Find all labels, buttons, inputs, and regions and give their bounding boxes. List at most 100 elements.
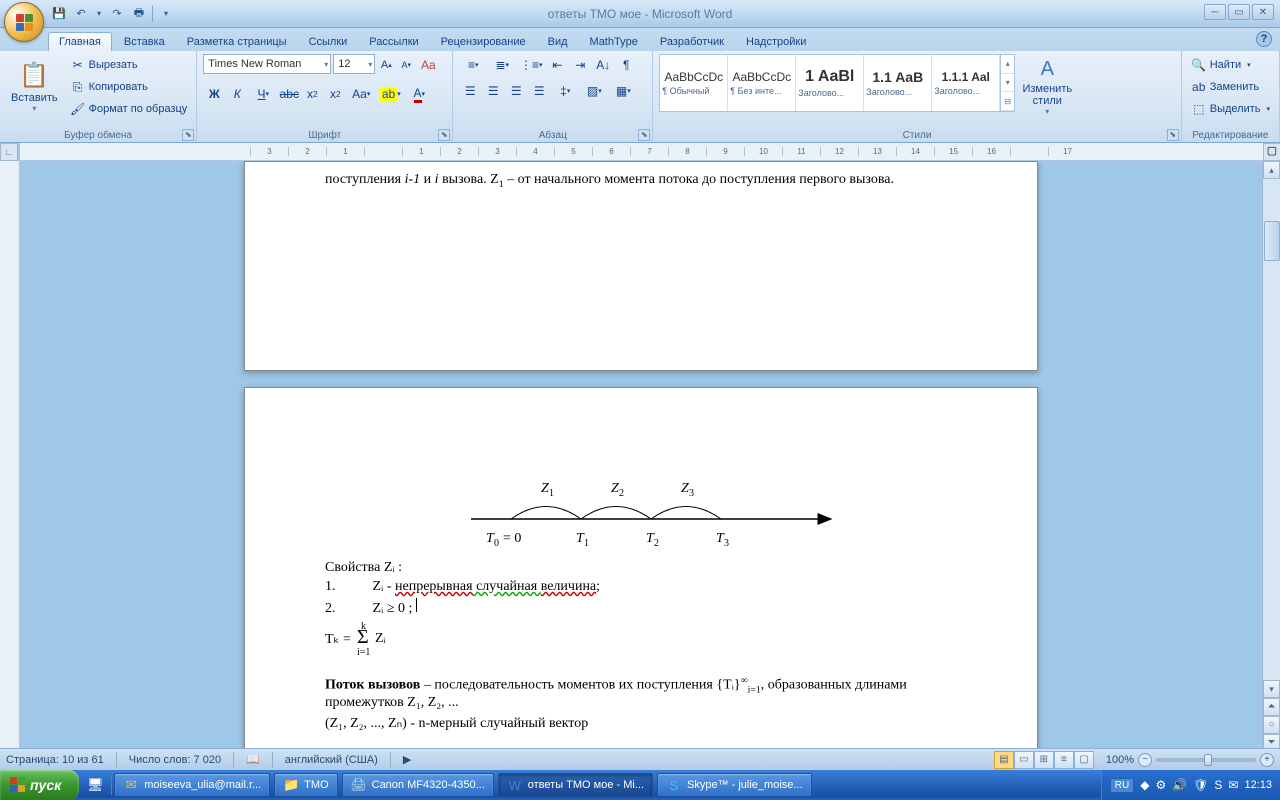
font-launcher[interactable]: ⬊ — [438, 129, 450, 141]
tab-references[interactable]: Ссылки — [299, 33, 358, 51]
strike-button[interactable]: abc — [278, 83, 300, 105]
align-right-button[interactable]: ☰ — [505, 80, 527, 102]
status-page[interactable]: Страница: 10 из 61 — [6, 754, 104, 766]
tray-icon-4[interactable]: 🛡 — [1193, 778, 1208, 792]
style-heading3[interactable]: 1.1.1 Aal Заголово... — [932, 55, 1000, 111]
zoom-slider-thumb[interactable] — [1204, 754, 1212, 766]
status-wordcount[interactable]: Число слов: 7 020 — [129, 754, 221, 766]
show-marks-button[interactable]: ¶ — [615, 54, 637, 76]
qat-customize-icon[interactable]: ▾ — [157, 5, 175, 23]
view-print-button[interactable]: ▤ — [994, 751, 1014, 769]
style-normal[interactable]: AaBbCcDc ¶ Обычный — [660, 55, 728, 111]
tray-icon-6[interactable]: ✉ — [1228, 778, 1238, 792]
tab-mathtype[interactable]: MathType — [580, 33, 648, 51]
vertical-scrollbar[interactable]: ▢ ▴ ▾ ⏶ ○ ⏷ — [1262, 161, 1280, 752]
clear-format-button[interactable]: Aa — [417, 54, 439, 76]
tab-selector-button[interactable]: ∟ — [0, 143, 18, 161]
underline-button[interactable]: Ч ▾ — [249, 83, 277, 105]
styles-more-button[interactable]: ⊟ — [1001, 92, 1014, 111]
print-icon[interactable]: 🖶 — [130, 5, 148, 23]
view-web-button[interactable]: ⊞ — [1034, 751, 1054, 769]
fontcolor-button[interactable]: A▾ — [405, 83, 433, 105]
align-justify-button[interactable]: ☰ — [528, 80, 550, 102]
undo-dropdown-icon[interactable]: ▾ — [94, 5, 104, 23]
ruler-toggle-button[interactable]: ▢ — [1263, 143, 1280, 161]
taskbar-item-0[interactable]: ✉moiseeva_ulia@mail.r... — [114, 773, 270, 797]
document-page-1[interactable]: поступления i-1 и i вызова. Z1 – от нача… — [244, 161, 1038, 371]
view-outline-button[interactable]: ≡ — [1054, 751, 1074, 769]
format-painter-button[interactable]: 🖌Формат по образцу — [67, 98, 191, 120]
close-button[interactable]: ✕ — [1252, 4, 1274, 20]
align-left-button[interactable]: ☰ — [459, 80, 481, 102]
status-proofing-icon[interactable]: 📖 — [246, 753, 260, 766]
grow-font-button[interactable]: A▴ — [377, 54, 395, 76]
bullets-button[interactable]: ≡▾ — [459, 54, 487, 76]
save-icon[interactable]: 💾 — [50, 5, 68, 23]
shading-button[interactable]: ▨▾ — [580, 80, 608, 102]
paste-button[interactable]: 📋 Вставить ▾ — [6, 54, 63, 120]
redo-icon[interactable]: ↷ — [108, 5, 126, 23]
font-size-combo[interactable]: 12▾ — [333, 54, 375, 74]
cut-button[interactable]: ✂Вырезать — [67, 54, 191, 76]
tray-icon-2[interactable]: ⚙ — [1155, 778, 1166, 792]
scroll-up-button[interactable]: ▴ — [1263, 161, 1280, 179]
zoom-out-button[interactable]: − — [1138, 753, 1152, 767]
tab-developer[interactable]: Разработчик — [650, 33, 734, 51]
tab-view[interactable]: Вид — [538, 33, 578, 51]
minimize-button[interactable]: ─ — [1204, 4, 1226, 20]
bold-button[interactable]: Ж — [203, 83, 225, 105]
restore-button[interactable]: ▭ — [1228, 4, 1250, 20]
tab-mailings[interactable]: Рассылки — [359, 33, 428, 51]
italic-button[interactable]: К — [226, 83, 248, 105]
clipboard-launcher[interactable]: ⬊ — [182, 129, 194, 141]
shrink-font-button[interactable]: A▾ — [397, 54, 415, 76]
styles-down-button[interactable]: ▾ — [1001, 74, 1014, 93]
view-draft-button[interactable]: ▢ — [1074, 751, 1094, 769]
styles-up-button[interactable]: ▴ — [1001, 55, 1014, 74]
office-button[interactable] — [4, 2, 44, 42]
multilevel-button[interactable]: ⋮≡▾ — [517, 54, 545, 76]
linespacing-button[interactable]: ‡▾ — [551, 80, 579, 102]
zoom-slider[interactable] — [1156, 758, 1256, 762]
change-styles-button[interactable]: A Изменить стили ▾ — [1019, 54, 1075, 120]
inc-indent-button[interactable]: ⇥ — [569, 54, 591, 76]
tab-review[interactable]: Рецензирование — [431, 33, 536, 51]
status-language[interactable]: английский (США) — [285, 754, 378, 766]
help-button[interactable]: ? — [1256, 31, 1272, 47]
styles-gallery[interactable]: AaBbCcDc ¶ Обычный AaBbCcDc ¶ Без инте..… — [659, 54, 1015, 112]
tray-clock[interactable]: 12:13 — [1244, 779, 1272, 791]
changecase-button[interactable]: Aa▾ — [347, 83, 375, 105]
taskbar-item-3[interactable]: Wответы ТМО мое - Mi... — [498, 773, 653, 797]
document-page-2[interactable]: Z1 Z2 Z3 T0 = 0 T1 T2 T3 Свойства Zᵢ : 1… — [244, 387, 1038, 752]
style-heading1[interactable]: 1 AaBl Заголово... — [796, 55, 864, 111]
ql-desktop-icon[interactable]: 🖥 — [85, 775, 105, 795]
tray-language[interactable]: RU — [1110, 778, 1134, 793]
tab-pagelayout[interactable]: Разметка страницы — [177, 33, 297, 51]
prev-page-button[interactable]: ⏶ — [1263, 698, 1280, 716]
view-fullread-button[interactable]: ▭ — [1014, 751, 1034, 769]
tab-insert[interactable]: Вставка — [114, 33, 175, 51]
tray-icon-5[interactable]: S — [1214, 778, 1222, 792]
tab-addins[interactable]: Надстройки — [736, 33, 816, 51]
highlight-button[interactable]: ab▾ — [376, 83, 404, 105]
taskbar-item-2[interactable]: 🖨Canon MF4320-4350... — [342, 773, 494, 797]
tray-icon-1[interactable]: ◆ — [1140, 778, 1149, 792]
styles-launcher[interactable]: ⬊ — [1167, 129, 1179, 141]
browse-object-button[interactable]: ○ — [1263, 716, 1280, 734]
subscript-button[interactable]: x2 — [301, 83, 323, 105]
dec-indent-button[interactable]: ⇤ — [546, 54, 568, 76]
zoom-pct-label[interactable]: 100% — [1106, 754, 1134, 766]
ruler-vertical[interactable]: ∟ — [0, 161, 20, 752]
font-family-combo[interactable]: Times New Roman▾ — [203, 54, 331, 74]
numbering-button[interactable]: ≣▾ — [488, 54, 516, 76]
start-button[interactable]: пуск — [0, 770, 79, 800]
superscript-button[interactable]: x2 — [324, 83, 346, 105]
align-center-button[interactable]: ☰ — [482, 80, 504, 102]
ruler-horizontal[interactable]: 3211234567891011121314151617 — [20, 143, 1280, 161]
style-heading2[interactable]: 1.1 AaB Заголово... — [864, 55, 932, 111]
scroll-down-button[interactable]: ▾ — [1263, 680, 1280, 698]
copy-button[interactable]: ⎘Копировать — [67, 76, 191, 98]
scroll-thumb[interactable] — [1264, 221, 1280, 261]
paragraph-launcher[interactable]: ⬊ — [638, 129, 650, 141]
taskbar-item-1[interactable]: 📁TMO — [274, 773, 337, 797]
